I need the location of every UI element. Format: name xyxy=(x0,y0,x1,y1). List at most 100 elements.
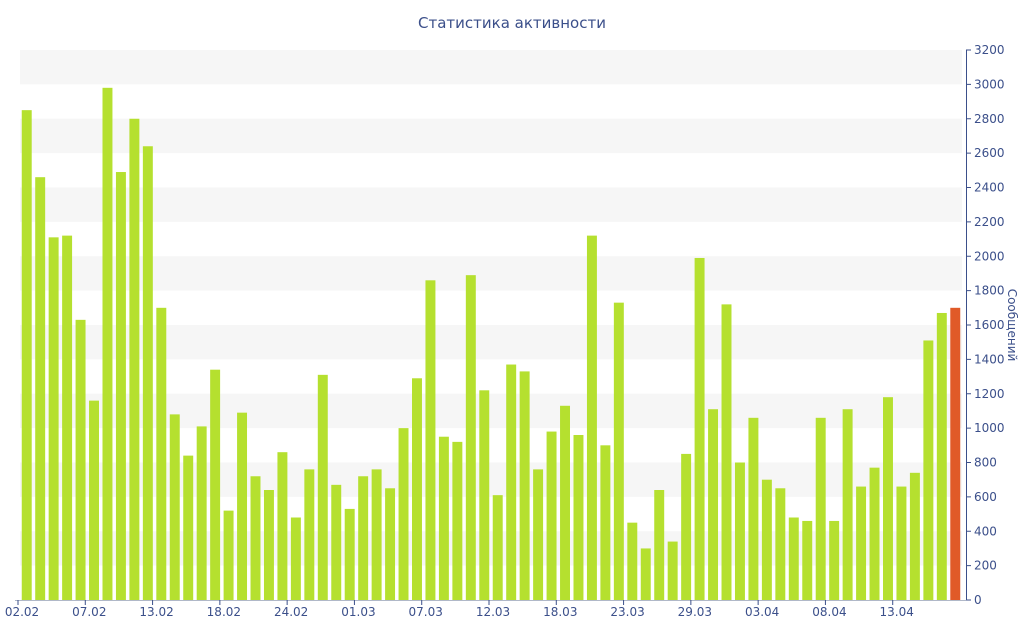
x-tick-label: 29.03 xyxy=(678,605,712,619)
grid-band xyxy=(20,118,962,154)
grid-band xyxy=(20,325,962,360)
bar[interactable] xyxy=(210,369,221,600)
bar[interactable] xyxy=(48,237,59,600)
bar[interactable] xyxy=(613,302,624,600)
bar[interactable] xyxy=(438,436,449,600)
bar[interactable] xyxy=(263,490,274,600)
bar[interactable] xyxy=(425,280,436,600)
bar[interactable] xyxy=(586,235,597,600)
bar[interactable] xyxy=(465,275,476,600)
bar[interactable] xyxy=(479,390,490,600)
x-tick-label: 13.04 xyxy=(880,605,914,619)
bar[interactable] xyxy=(909,472,920,600)
bar[interactable] xyxy=(398,428,409,600)
bar[interactable] xyxy=(196,426,207,600)
x-tick-label: 13.02 xyxy=(139,605,173,619)
bar[interactable] xyxy=(344,508,355,600)
bar[interactable] xyxy=(250,476,261,600)
bar[interactable] xyxy=(183,455,194,600)
bar[interactable] xyxy=(277,452,288,600)
y-tick-label: 1400 xyxy=(974,352,1005,366)
bar[interactable] xyxy=(694,257,705,600)
bar[interactable] xyxy=(35,177,46,600)
bar[interactable] xyxy=(654,490,665,600)
bar[interactable] xyxy=(533,469,544,600)
bar[interactable] xyxy=(102,87,113,600)
bar[interactable] xyxy=(573,435,584,600)
bar[interactable] xyxy=(721,304,732,600)
bar[interactable] xyxy=(842,409,853,600)
bar[interactable] xyxy=(936,312,947,600)
bar[interactable] xyxy=(546,431,557,600)
y-tick-label: 2000 xyxy=(974,249,1005,263)
bar[interactable] xyxy=(829,520,840,600)
bar[interactable] xyxy=(317,374,328,600)
bar[interactable] xyxy=(452,441,463,600)
x-tick-label: 23.03 xyxy=(610,605,644,619)
bar[interactable] xyxy=(802,520,813,600)
bar[interactable] xyxy=(869,467,880,600)
bar[interactable] xyxy=(385,488,396,600)
bar[interactable] xyxy=(115,172,126,600)
bar[interactable] xyxy=(519,371,530,600)
bar[interactable] xyxy=(560,405,570,600)
bar[interactable] xyxy=(371,469,382,600)
bar[interactable] xyxy=(237,412,248,600)
bar[interactable] xyxy=(75,319,86,600)
x-tick-label: 12.03 xyxy=(476,605,510,619)
y-tick-label: 2800 xyxy=(974,112,1005,126)
bar[interactable] xyxy=(775,488,786,600)
bar[interactable] xyxy=(290,517,301,601)
y-tick-label: 400 xyxy=(974,524,997,538)
bar[interactable] xyxy=(896,486,907,600)
y-tick-label: 1200 xyxy=(974,387,1005,401)
bar[interactable] xyxy=(627,522,638,600)
bar[interactable] xyxy=(667,541,678,600)
bar[interactable] xyxy=(883,397,893,600)
bar-current[interactable] xyxy=(950,307,961,600)
bar[interactable] xyxy=(223,510,234,600)
bar[interactable] xyxy=(89,400,99,600)
bar[interactable] xyxy=(129,118,140,600)
bar[interactable] xyxy=(856,486,867,600)
y-tick-label: 600 xyxy=(974,490,997,504)
bar[interactable] xyxy=(304,469,315,600)
bar[interactable] xyxy=(412,378,422,600)
bar[interactable] xyxy=(156,307,167,600)
bar[interactable] xyxy=(169,414,180,600)
bar[interactable] xyxy=(21,110,32,600)
x-tick-label: 24.02 xyxy=(274,605,308,619)
bar[interactable] xyxy=(815,417,826,600)
bar[interactable] xyxy=(923,340,934,600)
y-tick-label: 3000 xyxy=(974,77,1005,91)
bar[interactable] xyxy=(640,548,651,600)
grid-band xyxy=(20,187,962,222)
bar[interactable] xyxy=(358,476,369,600)
x-tick-label: 03.04 xyxy=(745,605,779,619)
bar[interactable] xyxy=(681,453,692,600)
y-tick-label: 800 xyxy=(974,456,997,470)
bar[interactable] xyxy=(600,445,611,600)
bar[interactable] xyxy=(506,364,517,600)
y-tick-label: 2600 xyxy=(974,146,1005,160)
bar[interactable] xyxy=(492,495,503,600)
y-tick-label: 2400 xyxy=(974,181,1005,195)
bar[interactable] xyxy=(331,484,342,600)
y-tick-label: 2200 xyxy=(974,215,1005,229)
bar[interactable] xyxy=(708,409,719,600)
x-tick-label: 07.03 xyxy=(409,605,443,619)
bar[interactable] xyxy=(62,235,73,600)
bar[interactable] xyxy=(761,479,772,600)
chart-title: Статистика активности xyxy=(418,14,606,32)
bar[interactable] xyxy=(734,462,745,601)
bar[interactable] xyxy=(788,517,799,601)
y-axis-title: Сообщений xyxy=(1005,289,1019,362)
bar[interactable] xyxy=(748,417,759,600)
grid-band xyxy=(20,256,962,291)
y-tick-label: 1000 xyxy=(974,421,1005,435)
x-tick-label: 18.02 xyxy=(207,605,241,619)
bar[interactable] xyxy=(142,146,153,600)
y-tick-label: 1600 xyxy=(974,318,1005,332)
